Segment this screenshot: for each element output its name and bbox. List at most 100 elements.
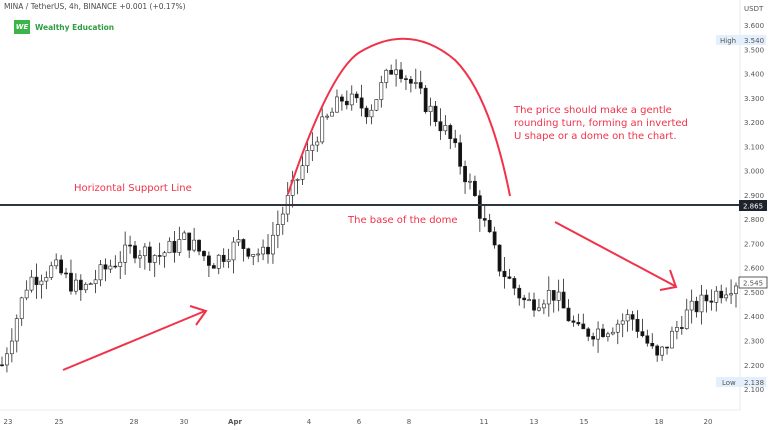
candle xyxy=(492,231,497,246)
svg-text:2.138: 2.138 xyxy=(744,379,764,387)
candle xyxy=(344,100,349,106)
candle xyxy=(433,105,438,123)
candle xyxy=(517,287,522,299)
candle xyxy=(532,299,536,311)
candle xyxy=(59,259,64,274)
candle xyxy=(724,294,729,299)
candle xyxy=(655,345,660,356)
price-tick: 2.400 xyxy=(744,313,764,321)
time-tick: 13 xyxy=(530,418,539,426)
candle xyxy=(719,290,724,299)
price-axis[interactable]: 3.600 3.500 3.400 3.300 3.200 3.100 3.000 2.900… xyxy=(744,22,764,394)
candle xyxy=(335,96,339,113)
high-badge: High 3.540 xyxy=(716,35,766,45)
candle xyxy=(49,265,54,278)
candle xyxy=(729,293,733,296)
candle xyxy=(625,314,630,322)
price-tick: 2.100 xyxy=(744,386,764,394)
candle xyxy=(606,333,610,338)
candle xyxy=(44,277,49,282)
candle xyxy=(468,180,472,183)
price-tick: 2.500 xyxy=(744,289,764,297)
candle xyxy=(103,264,108,270)
candle xyxy=(271,234,275,255)
candle xyxy=(5,353,9,366)
candle xyxy=(522,297,527,301)
candle xyxy=(88,283,93,285)
candle xyxy=(581,323,586,330)
price-tick: 3.000 xyxy=(744,168,764,176)
candle xyxy=(615,323,620,333)
candle xyxy=(162,252,167,257)
candle xyxy=(620,320,625,325)
candle xyxy=(202,250,206,257)
price-tick: 3.200 xyxy=(744,119,764,127)
candle xyxy=(566,307,571,322)
time-tick: 23 xyxy=(4,418,13,426)
candle xyxy=(221,254,226,262)
candle xyxy=(448,125,453,139)
candle xyxy=(133,245,137,259)
candle xyxy=(280,213,285,225)
svg-text:3.540: 3.540 xyxy=(744,37,764,45)
time-tick: 30 xyxy=(180,418,189,426)
candle xyxy=(413,82,418,84)
candle xyxy=(39,280,44,286)
low-badge: Low 2.138 xyxy=(716,377,766,387)
candle xyxy=(9,340,14,355)
time-axis[interactable]: 23 25 28 30 Apr 4 6 8 11 13 15 18 20 xyxy=(4,418,713,426)
candle xyxy=(236,239,241,243)
candle xyxy=(571,320,576,323)
candle xyxy=(266,246,270,255)
candle xyxy=(359,97,364,109)
candle xyxy=(477,195,482,219)
support-line-label: Horizontal Support Line xyxy=(74,183,192,194)
candle xyxy=(108,265,113,270)
candle xyxy=(709,300,714,303)
description-line-3: U shape or a dome on the chart. xyxy=(514,131,677,142)
price-tick: 3.300 xyxy=(744,95,764,103)
currency-label: USDT xyxy=(744,5,764,13)
price-tick: 2.800 xyxy=(744,216,764,224)
logo-mark-icon: WE xyxy=(14,20,30,34)
candle xyxy=(118,261,123,267)
svg-text:2.865: 2.865 xyxy=(743,203,763,211)
price-tick: 3.500 xyxy=(744,46,764,54)
candle xyxy=(226,259,231,262)
support-price-badge: 2.865 xyxy=(739,200,767,211)
candle xyxy=(645,335,650,344)
candle xyxy=(216,254,221,269)
candle xyxy=(596,328,600,340)
candle xyxy=(354,93,359,99)
candle xyxy=(340,96,344,102)
price-tick: 2.700 xyxy=(744,240,764,248)
candle xyxy=(660,346,665,356)
candle xyxy=(349,93,354,106)
candle xyxy=(93,279,98,284)
candle xyxy=(364,107,369,118)
candle xyxy=(541,303,546,309)
candle xyxy=(630,314,635,320)
candle xyxy=(157,255,162,257)
dome-base-label: The base of the dome xyxy=(347,215,458,226)
time-tick: 8 xyxy=(407,418,411,426)
candle xyxy=(152,255,157,263)
candle xyxy=(502,270,507,278)
dome-arc xyxy=(287,37,511,197)
candle xyxy=(423,87,428,113)
candle xyxy=(172,240,177,253)
symbol-header: MINA / TetherUS, 4h, BINANCE +0.001 (+0.… xyxy=(4,2,186,11)
candle xyxy=(138,255,142,259)
candle xyxy=(251,254,256,257)
candle xyxy=(601,328,605,338)
candle xyxy=(295,179,300,181)
candle xyxy=(704,294,709,302)
candle xyxy=(473,180,477,196)
candle xyxy=(300,165,305,180)
candle xyxy=(330,111,334,117)
candle xyxy=(394,69,398,75)
candle xyxy=(512,278,517,289)
candle xyxy=(714,290,719,303)
candle xyxy=(197,239,201,252)
